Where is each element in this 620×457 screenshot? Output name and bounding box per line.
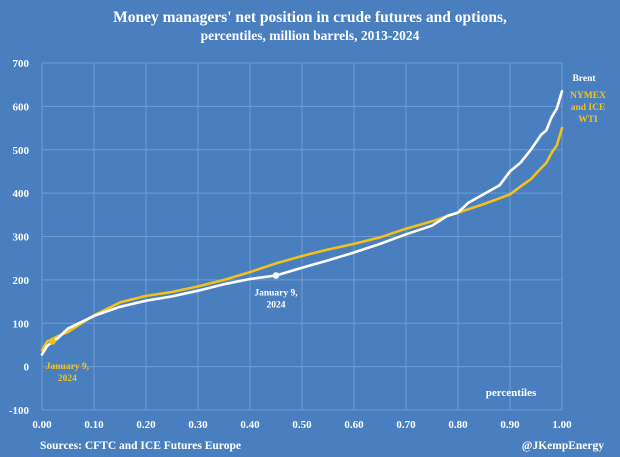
x-tick-label: 0.20 <box>136 419 156 431</box>
x-axis-ticks: 0.00 0.10 0.20 0.30 0.40 0.50 0.60 0.70 0.80 0.90… <box>32 419 572 431</box>
x-tick-label: 0.80 <box>448 419 468 431</box>
source-note: Sources: CFTC and ICE Futures Europe <box>40 440 241 452</box>
x-axis-label: percentiles <box>486 387 537 399</box>
series-legend-label: Brent <box>572 74 596 84</box>
series-legend-label-line: and ICE <box>571 103 606 113</box>
x-tick-label: 0.50 <box>292 419 312 431</box>
x-tick-label: 0.00 <box>32 419 52 431</box>
y-tick-label: 600 <box>13 101 30 113</box>
annotation-label-line: January 9, <box>254 289 298 299</box>
y-tick-label: 500 <box>13 145 30 157</box>
annotation-marker <box>49 338 56 345</box>
series-lines: NYMEX and ICE WTI Brent <box>40 74 606 356</box>
y-tick-label: 700 <box>13 58 30 70</box>
chart-title: Money managers' net position in crude fu… <box>113 9 507 26</box>
x-tick-label: 0.40 <box>240 419 260 431</box>
series-legend-label: NYMEX and ICE WTI <box>570 91 606 125</box>
annotation-label-line: January 9, <box>46 362 90 372</box>
series-line-1 <box>40 126 564 352</box>
annotation-label-line: 2024 <box>58 374 77 384</box>
annotation-label: January 9, 2024 <box>254 289 298 311</box>
y-tick-label: 200 <box>13 275 30 287</box>
y-tick-label: 300 <box>13 232 30 244</box>
x-tick-label: 0.10 <box>84 419 104 431</box>
x-tick-label: 0.90 <box>500 419 520 431</box>
series-legend-label-line: WTI <box>578 115 598 125</box>
y-tick-label: 400 <box>13 188 30 200</box>
annotation-markers: January 9, 2024 January 9, 2024 <box>46 272 298 384</box>
chart-subtitle: percentiles, million barrels, 2013-2024 <box>201 28 420 43</box>
annotation-label: January 9, 2024 <box>46 362 90 384</box>
x-tick-label: 0.70 <box>396 419 416 431</box>
series-line-0 <box>40 89 564 356</box>
x-tick-label: 1.00 <box>552 419 572 431</box>
grid <box>41 62 563 411</box>
annotation-marker <box>272 272 280 279</box>
y-tick-label: -100 <box>9 405 30 417</box>
y-tick-label: 0 <box>24 362 30 374</box>
y-tick-label: 100 <box>13 318 30 330</box>
y-axis-ticks: -100 0 100 200 300 400 500 600 700 <box>9 58 30 417</box>
series-legend-label-line: NYMEX <box>570 91 606 101</box>
x-tick-label: 0.60 <box>344 419 364 431</box>
x-tick-label: 0.30 <box>188 419 208 431</box>
credit-handle: @JKempEnergy <box>522 440 604 452</box>
annotation-label-line: 2024 <box>267 301 286 311</box>
